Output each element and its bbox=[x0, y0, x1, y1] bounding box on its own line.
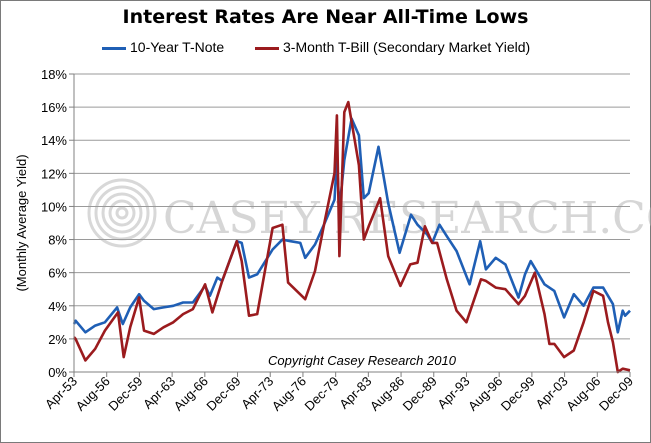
legend-swatch-blue bbox=[102, 46, 126, 50]
x-tick-label: Dec-79 bbox=[302, 374, 342, 414]
series-line-3-month-t-bill bbox=[73, 100, 631, 374]
watermark-text: CASEY RESEARCH.COM bbox=[163, 193, 651, 244]
y-tick-label: 2% bbox=[48, 332, 67, 347]
x-tick-label: Aug-56 bbox=[73, 374, 113, 414]
legend-label-10-year-t-note: 10-Year T-Note bbox=[130, 39, 225, 55]
legend-item-10-year-t-note: 10-Year T-Note bbox=[102, 39, 224, 57]
y-tick-label: 12% bbox=[41, 166, 67, 181]
y-tick-label: 16% bbox=[41, 100, 67, 115]
series-line-10-year-t-note bbox=[72, 117, 631, 334]
y-tick-label: 6% bbox=[48, 266, 67, 281]
x-tick-label: Aug-76 bbox=[269, 374, 309, 414]
x-tick-label: Aug-66 bbox=[171, 374, 211, 414]
y-tick-label: 4% bbox=[48, 299, 67, 314]
casey-research-logo-watermark: CASEY RESEARCH.COM bbox=[87, 178, 651, 248]
x-tick-label: Dec-99 bbox=[498, 374, 538, 414]
y-tick-label: 10% bbox=[41, 199, 67, 214]
casey-logo-spiral-icon bbox=[87, 178, 157, 248]
x-axis-tick-labels: Apr-53Aug-56Dec-59Apr-63Aug-66Dec-69Apr-… bbox=[42, 372, 636, 414]
y-tick-label: 18% bbox=[41, 67, 67, 82]
y-tick-label: 14% bbox=[41, 133, 67, 148]
copyright-annotation: Copyright Casey Research 2010 bbox=[268, 353, 457, 368]
x-tick-label: Dec-89 bbox=[400, 374, 440, 414]
legend-item-3-month-t-bill: 3-Month T-Bill (Secondary Market Yield) bbox=[255, 39, 530, 57]
y-tick-label: 8% bbox=[48, 233, 67, 248]
legend-label-3-month-t-bill: 3-Month T-Bill (Secondary Market Yield) bbox=[283, 39, 531, 55]
x-tick-label: Dec-69 bbox=[203, 374, 243, 414]
y-axis-label: (Monthly Average Yield) bbox=[14, 154, 29, 291]
series-lines bbox=[72, 100, 631, 374]
x-tick-label: Aug-86 bbox=[367, 374, 407, 414]
x-tick-label: Dec-09 bbox=[596, 374, 636, 414]
x-tick-label: Aug-96 bbox=[465, 374, 505, 414]
legend-swatch-red bbox=[255, 46, 279, 50]
y-axis-tick-labels: 0% 2% 4% 6% 8% 10% 12% 14% 16% 18% bbox=[41, 67, 74, 380]
x-tick-label: Dec-59 bbox=[105, 374, 145, 414]
chart-title: Interest Rates Are Near All-Time Lows bbox=[122, 6, 529, 28]
x-tick-label: Aug-06 bbox=[563, 374, 603, 414]
y-tick-label: 0% bbox=[48, 365, 67, 380]
